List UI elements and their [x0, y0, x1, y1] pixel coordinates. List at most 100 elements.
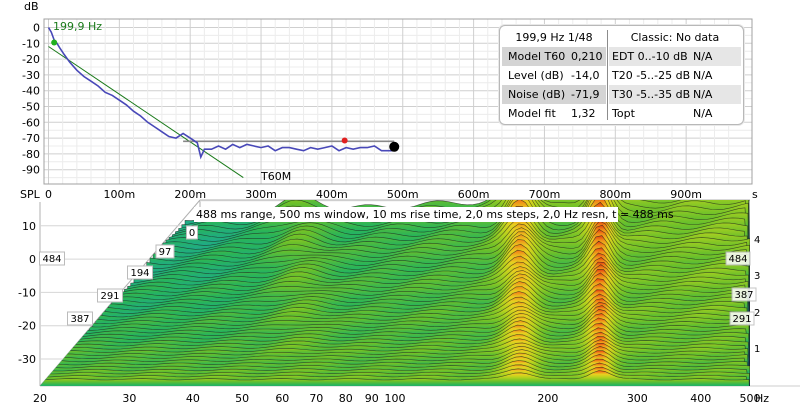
right-time-label: 484: [728, 254, 747, 265]
time-label: 194: [130, 268, 149, 279]
start-marker[interactable]: [51, 39, 58, 46]
y-tick-label: -90: [22, 164, 40, 177]
spl-tick-label: -10: [18, 286, 36, 299]
waterfall-slice: [146, 217, 750, 313]
decay-y-axis: 0 -10 -20 -30 -40 -50 -60 -70 -80 -90: [22, 22, 40, 177]
y-tick-label: -10: [22, 37, 40, 50]
waterfall-slice: [117, 261, 750, 336]
waterfall-slice: [98, 289, 750, 352]
stats-right-label: T30 -5..-35 dB: [612, 88, 691, 101]
time-label: 387: [70, 314, 89, 325]
freq-tick-label: 80: [339, 392, 353, 405]
waterfall-slice: [101, 283, 750, 349]
freq-tick-label: 400: [690, 392, 711, 405]
x-tick-label: 900m: [670, 188, 702, 201]
spl-tick-label: 10: [22, 220, 36, 233]
waterfall-slice: [133, 235, 750, 324]
time-label: 0: [189, 228, 195, 239]
time-label-box: [155, 244, 175, 259]
stats-right-value: N/A: [693, 88, 713, 101]
x-tick-label: 500m: [387, 188, 419, 201]
waterfall-slice: [76, 317, 750, 370]
knee-marker[interactable]: [341, 137, 348, 144]
stats-row: Model T60 0,210 EDT 0..-10 dB N/A: [500, 47, 743, 66]
stats-header-right: Classic: No data: [630, 31, 720, 44]
right-time-label-box: [729, 311, 755, 326]
waterfall-slice: [108, 272, 750, 344]
freq-tick-label: 70: [309, 392, 323, 405]
waterfall-slice: [79, 313, 750, 367]
t60-fit-line: [48, 46, 244, 179]
stats-label: Model T60: [508, 50, 566, 63]
y-tick-label: -40: [22, 85, 40, 98]
spl-tick-label: -30: [18, 353, 36, 366]
spl-tick-label: 0: [29, 253, 36, 266]
stats-right-value: N/A: [693, 50, 713, 63]
time-label-box: [127, 265, 153, 280]
decay-x-unit: s: [752, 188, 758, 201]
stats-label: Model fit: [508, 107, 556, 120]
waterfall-slice: [139, 224, 750, 319]
x-tick-label: 600m: [458, 188, 490, 201]
freq-tick-label: 300: [627, 392, 648, 405]
stats-right-label: Topt: [612, 107, 635, 120]
freq-tick-label: 90: [365, 392, 379, 405]
t60-label: T60M: [260, 170, 291, 183]
waterfall-slice: [47, 353, 750, 386]
waterfall-slice: [53, 345, 750, 386]
y-tick-label: -60: [22, 116, 40, 129]
time-label-box: [186, 225, 198, 240]
waterfall-x-axis: 20 30 40 50 60 70 80 90 100 200 300 400 500: [33, 392, 761, 405]
y-tick-label: -20: [22, 53, 40, 66]
time-label: 291: [100, 291, 119, 302]
spl-tick-label: -20: [18, 320, 36, 333]
decay-stats-table: 199,9 Hz 1/48 Classic: No data Model T60…: [499, 25, 744, 125]
time-label: 97: [159, 247, 172, 258]
time-label-box: [67, 311, 93, 326]
waterfall-slice: [130, 240, 750, 326]
waterfall-time-axis: 0 97 194 291 387 484: [39, 225, 198, 326]
waterfall-slice: [136, 229, 750, 321]
x-tick-label: 0: [45, 188, 52, 201]
waterfall-slice: [85, 305, 750, 362]
freq-tick-label: 40: [186, 392, 200, 405]
waterfall-slice: [82, 308, 750, 365]
end-marker[interactable]: [389, 141, 400, 152]
stats-header-left: 199,9 Hz 1/48: [515, 31, 593, 44]
waterfall-slice: [143, 220, 750, 316]
x-tick-label: 200m: [174, 188, 206, 201]
right-time-label: 387: [734, 290, 753, 301]
waterfall-slice: [104, 278, 750, 347]
freq-tick-label: 500: [740, 392, 761, 405]
stats-value: 1,32: [571, 107, 596, 120]
waterfall-slice: [127, 247, 750, 329]
waterfall-frame: [39, 199, 750, 387]
decay-x-axis: 0 100m 200m 300m 400m 500m 600m 700m 800m 900m: [45, 188, 702, 201]
x-tick-label: 700m: [529, 188, 561, 201]
waterfall-slice: [88, 301, 750, 359]
stats-row: Noise (dB) -71,9 T30 -5..-35 dB N/A: [500, 85, 743, 104]
waterfall-slice: [95, 293, 750, 354]
waterfall-slice: [50, 350, 750, 386]
y-tick-label: -30: [22, 69, 40, 82]
right-time-label: 291: [732, 314, 751, 325]
waterfall-slice: [92, 298, 750, 357]
y-tick-label: -70: [22, 132, 40, 145]
stats-header-row: 199,9 Hz 1/48 Classic: No data: [500, 28, 743, 47]
x-tick-label: 300m: [245, 188, 277, 201]
waterfall-slice: [69, 327, 750, 375]
time-label: 484: [42, 254, 61, 265]
x-tick-label: 100m: [103, 188, 135, 201]
waterfall-slice: [114, 264, 750, 339]
freq-tick-label: 100: [385, 392, 406, 405]
waterfall-slice: [40, 370, 750, 386]
waterfall-slice: [120, 257, 750, 334]
time-label-box: [39, 251, 65, 266]
waterfall-slice: [56, 342, 750, 385]
waterfall-slice: [41, 362, 750, 386]
waterfall-slice: [152, 209, 750, 308]
waterfall-slice: [63, 336, 750, 380]
right-scale-label: 4: [754, 235, 760, 246]
stats-value: -14,0: [571, 69, 600, 82]
